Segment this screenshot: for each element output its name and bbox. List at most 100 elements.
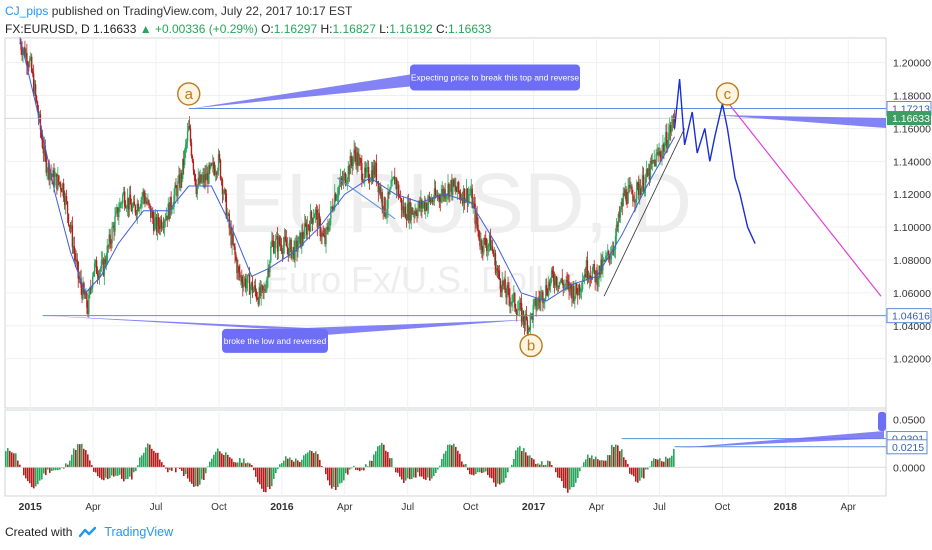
candle-body (450, 180, 452, 185)
oscillator-tick-label: 0.0500 (893, 415, 925, 427)
oscillator-bar (125, 467, 127, 480)
candle-body (209, 164, 211, 168)
oscillator-bar (643, 467, 645, 479)
candle-body (427, 196, 430, 205)
candle-body (197, 177, 199, 186)
candle-body (526, 319, 529, 334)
oscillator-bar (611, 444, 613, 468)
candle-body (72, 246, 75, 248)
oscillator-bar (427, 467, 429, 478)
candle-body (616, 224, 619, 227)
candle-body (555, 276, 558, 286)
candle-body (509, 297, 511, 305)
oscillator-bar (647, 467, 649, 470)
candle-body (642, 175, 645, 192)
candle-body (449, 184, 451, 197)
candle-body (564, 284, 566, 286)
candle-body (360, 159, 362, 163)
oscillator-bar (457, 450, 459, 468)
candle-body (301, 232, 303, 248)
candle-body (419, 201, 421, 208)
oscillator-bar (155, 452, 157, 468)
oscillator-bar (255, 467, 257, 477)
candle-body (483, 238, 485, 253)
candle-body (237, 266, 239, 274)
candle-body (361, 162, 363, 180)
candle-body (627, 187, 629, 204)
price-change: ▲ +0.00336 (+0.29%) (139, 22, 258, 36)
oscillator-bar (145, 447, 147, 468)
oscillator-bar (5, 451, 7, 468)
candle-body (456, 182, 459, 193)
candle-body (602, 260, 604, 271)
candle-body (428, 196, 431, 199)
oscillator-bar (455, 446, 457, 468)
candle-body (430, 199, 433, 203)
candle-body (48, 162, 50, 180)
candle-body (338, 184, 341, 188)
x-tick-label: 2015 (18, 501, 42, 513)
candle-body (578, 284, 580, 296)
candle-body (281, 250, 284, 254)
oscillator-bar (401, 467, 403, 480)
oscillator-bar (357, 467, 359, 471)
oscillator-bar (429, 467, 431, 481)
tradingview-brand[interactable]: TradingView (104, 525, 174, 539)
candle-body (184, 144, 187, 150)
candle-body (223, 189, 226, 194)
candle-body (133, 201, 136, 206)
candle-body (316, 210, 319, 228)
candle-body (171, 209, 173, 210)
oscillator-bar (423, 467, 425, 480)
oscillator-bar (525, 452, 527, 468)
candle-body (46, 171, 48, 173)
oscillator-bar (181, 467, 183, 471)
candle-body (39, 114, 42, 130)
oscillator-bar (529, 455, 531, 468)
candle-body (541, 291, 543, 296)
candle-body (212, 162, 214, 165)
candle-body (168, 203, 170, 219)
candle-body (315, 209, 318, 211)
candle-body (387, 191, 389, 209)
candle-body (567, 281, 569, 283)
candle-body (628, 185, 630, 188)
oscillator-bar (25, 467, 27, 479)
x-tick-label: 2016 (270, 501, 294, 513)
candle-body (31, 71, 34, 74)
candle-body (614, 235, 617, 249)
oscillator-bar (593, 459, 595, 468)
oscillator-bar (469, 467, 471, 475)
candle-body (604, 259, 606, 261)
oscillator-bar (233, 461, 235, 468)
oscillator-bar (9, 450, 11, 468)
oscillator-bar (293, 461, 295, 468)
candle-body (571, 288, 573, 299)
candle-body (66, 201, 69, 215)
candle-body (62, 183, 64, 193)
candle-body (667, 144, 669, 149)
candle-body (433, 188, 436, 201)
oscillator-bar (259, 467, 261, 485)
oscillator-bar (111, 467, 113, 476)
candle-body (661, 150, 663, 158)
oscillator-bar (159, 459, 161, 468)
oscillator-bar (243, 458, 245, 468)
candle-body (142, 191, 144, 198)
oscillator-bar (601, 460, 603, 468)
chart-header: CJ_pips published on TradingView.com, Ju… (5, 3, 352, 20)
candle-body (466, 188, 469, 204)
candle-body (265, 289, 267, 291)
oscillator-bar (129, 467, 131, 477)
candle-body (19, 42, 21, 44)
oscillator-bar (89, 460, 91, 468)
oscillator-bar (345, 467, 347, 474)
candle-body (177, 181, 179, 197)
oscillator-bar (197, 467, 199, 487)
oscillator-bar (175, 467, 177, 473)
candle-body (314, 209, 317, 216)
oscillator-bar (303, 455, 305, 468)
author-link[interactable]: CJ_pips (5, 4, 49, 18)
candle-body (74, 253, 76, 261)
oscillator-bar (561, 467, 563, 482)
